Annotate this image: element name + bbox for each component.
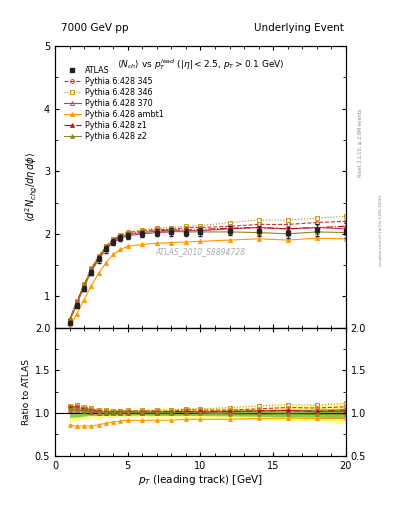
Y-axis label: Ratio to ATLAS: Ratio to ATLAS bbox=[22, 359, 31, 424]
Text: ATLAS_2010_S8894728: ATLAS_2010_S8894728 bbox=[155, 247, 246, 256]
Text: mcplots.cern.ch [arXiv:1306.3436]: mcplots.cern.ch [arXiv:1306.3436] bbox=[379, 195, 383, 266]
X-axis label: $p_T$ (leading track) [GeV]: $p_T$ (leading track) [GeV] bbox=[138, 473, 263, 487]
Text: $\langle N_{ch}\rangle$ vs $p_T^{lead}$ ($|\eta|<2.5$, $p_T>0.1$ GeV): $\langle N_{ch}\rangle$ vs $p_T^{lead}$ … bbox=[117, 57, 284, 72]
Text: Underlying Event: Underlying Event bbox=[254, 23, 344, 33]
Text: Rivet 3.1.10, ≥ 2.6M events: Rivet 3.1.10, ≥ 2.6M events bbox=[358, 109, 363, 178]
Y-axis label: $\langle d^2 N_{chg}/d\eta\,d\phi \rangle$: $\langle d^2 N_{chg}/d\eta\,d\phi \rangl… bbox=[24, 152, 40, 222]
Text: 7000 GeV pp: 7000 GeV pp bbox=[61, 23, 129, 33]
Legend: ATLAS, Pythia 6.428 345, Pythia 6.428 346, Pythia 6.428 370, Pythia 6.428 ambt1,: ATLAS, Pythia 6.428 345, Pythia 6.428 34… bbox=[62, 64, 166, 142]
